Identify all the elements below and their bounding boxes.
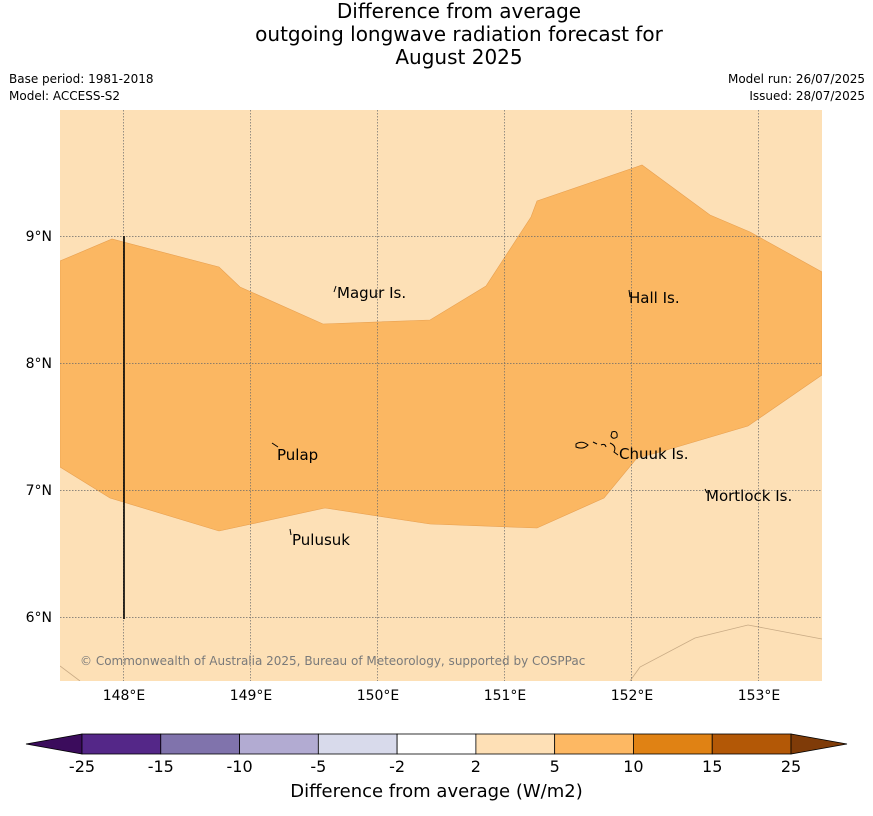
colorbar-segment <box>554 733 634 755</box>
place-label-mortlock: Mortlock Is. <box>706 487 792 505</box>
lon-axis: 148°E 149°E 150°E 151°E 152°E 153°E <box>103 688 781 704</box>
place-label-hall: Hall Is. <box>629 289 680 307</box>
colorbar-segment <box>160 733 240 755</box>
colorbar-tick-label: -10 <box>226 757 252 776</box>
colorbar: -25 -15 -10 -5 -2 2 5 10 15 25 <box>25 733 848 776</box>
colorbar-tick-label: 2 <box>471 757 481 776</box>
lat-tick-7n: 7°N <box>26 483 52 499</box>
issued-date: Issued: 28/07/2025 <box>749 89 865 103</box>
lon-tick-153e: 153°E <box>738 688 781 704</box>
lon-tick-148e: 148°E <box>103 688 146 704</box>
map-area: Magur Is. Hall Is. Pulap Chuuk Is. Mortl… <box>60 110 822 681</box>
lat-tick-9n: 9°N <box>26 229 52 245</box>
base-period: Base period: 1981-2018 <box>9 72 154 86</box>
colorbar-segment <box>81 733 162 755</box>
model-run: Model run: 26/07/2025 <box>727 72 865 86</box>
colorbar-tick-label: 25 <box>781 757 801 776</box>
lon-tick-152e: 152°E <box>611 688 654 704</box>
place-label-chuuk: Chuuk Is. <box>619 445 688 463</box>
title-line-2: outgoing longwave radiation forecast for <box>255 22 663 46</box>
chart-title: Difference from average outgoing longwav… <box>0 0 873 69</box>
colorbar-extend-low <box>25 733 83 755</box>
anomaly-band-5-10 <box>60 164 822 532</box>
lat-tick-6n: 6°N <box>26 610 52 626</box>
colorbar-segment <box>317 733 398 755</box>
title-line-1: Difference from average <box>336 0 582 23</box>
meta-right: Model run: 26/07/2025 Issued: 28/07/2025 <box>728 71 865 105</box>
place-label-pulap: Pulap <box>277 446 318 464</box>
lon-tick-150e: 150°E <box>357 688 400 704</box>
colorbar-tick-label: -2 <box>389 757 405 776</box>
colorbar-tick-label: -5 <box>310 757 326 776</box>
colorbar-tick-label: -25 <box>69 757 95 776</box>
lat-axis: 9°N 8°N 7°N 6°N <box>26 229 52 626</box>
lower-boundary <box>60 624 822 681</box>
colorbar-segment <box>239 733 319 755</box>
place-label-magur: Magur Is. <box>337 284 406 302</box>
model-name: Model: ACCESS-S2 <box>9 89 121 103</box>
colorbar-segment <box>711 733 792 755</box>
colorbar-tick-label: 15 <box>702 757 722 776</box>
colorbar-segment <box>396 733 477 755</box>
place-labels: Magur Is. Hall Is. Pulap Chuuk Is. Mortl… <box>277 284 792 549</box>
island-outlines <box>271 285 708 536</box>
title-line-3: August 2025 <box>395 45 523 69</box>
meta-left: Base period: 1981-2018 Model: ACCESS-S2 <box>9 71 154 105</box>
colorbar-segment <box>633 733 713 755</box>
lat-tick-8n: 8°N <box>26 356 52 372</box>
copyright-notice: © Commonwealth of Australia 2025, Bureau… <box>80 654 585 668</box>
colorbar-title: Difference from average (W/m2) <box>290 781 583 802</box>
place-label-pulusuk: Pulusuk <box>292 531 350 549</box>
colorbar-segment <box>475 733 556 755</box>
colorbar-tick-label: 10 <box>623 757 643 776</box>
colorbar-tick-label: -15 <box>148 757 174 776</box>
lon-tick-149e: 149°E <box>230 688 273 704</box>
colorbar-extend-high <box>790 733 848 755</box>
lon-tick-151e: 151°E <box>484 688 527 704</box>
colorbar-tick-label: 5 <box>550 757 560 776</box>
